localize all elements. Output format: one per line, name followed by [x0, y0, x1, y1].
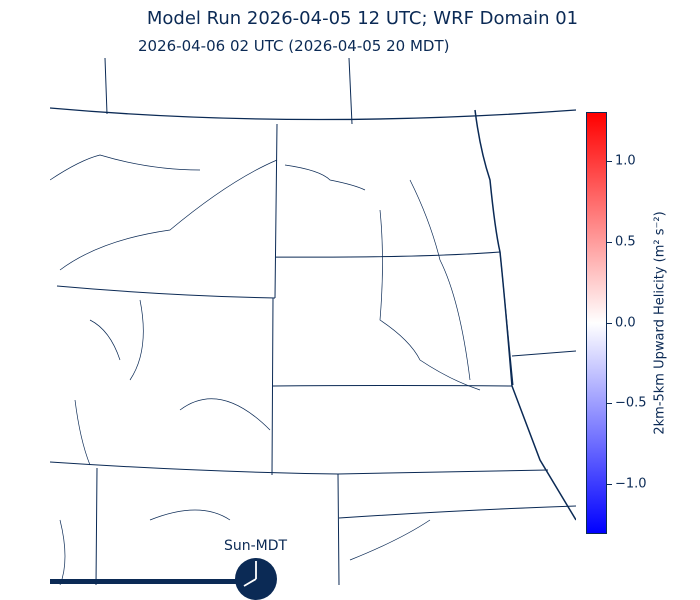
- colorbar-tick-label: 0.0: [615, 315, 636, 331]
- map: [50, 58, 576, 585]
- river-boundary: [474, 109, 576, 521]
- state-border: [50, 58, 576, 585]
- colorbar-tick: [607, 323, 612, 324]
- colorbar-tick: [607, 403, 612, 404]
- colorbar-tick-label: 1.0: [615, 153, 636, 169]
- colorbar: [586, 112, 607, 534]
- colorbar-tick-label: −1.0: [615, 476, 647, 492]
- colorbar-tick: [607, 484, 612, 485]
- progress-bar: [50, 579, 255, 584]
- time-progress: [50, 558, 277, 600]
- river: [50, 154, 481, 585]
- clock-label: Sun-MDT: [224, 538, 288, 554]
- clock-icon: [235, 558, 277, 600]
- colorbar-tick-label: −0.5: [615, 395, 647, 411]
- colorbar-tick: [607, 242, 612, 243]
- colorbar-label: 2km-5km Upward Helicity (m² s⁻²): [652, 211, 668, 435]
- country-border: [50, 107, 576, 121]
- colorbar-tick-label: 0.5: [615, 234, 636, 250]
- plot-subtitle: 2026-04-06 02 UTC (2026-04-05 20 MDT): [138, 37, 450, 55]
- colorbar-tick: [607, 161, 612, 162]
- plot-title: Model Run 2026-04-05 12 UTC; WRF Domain …: [146, 8, 579, 29]
